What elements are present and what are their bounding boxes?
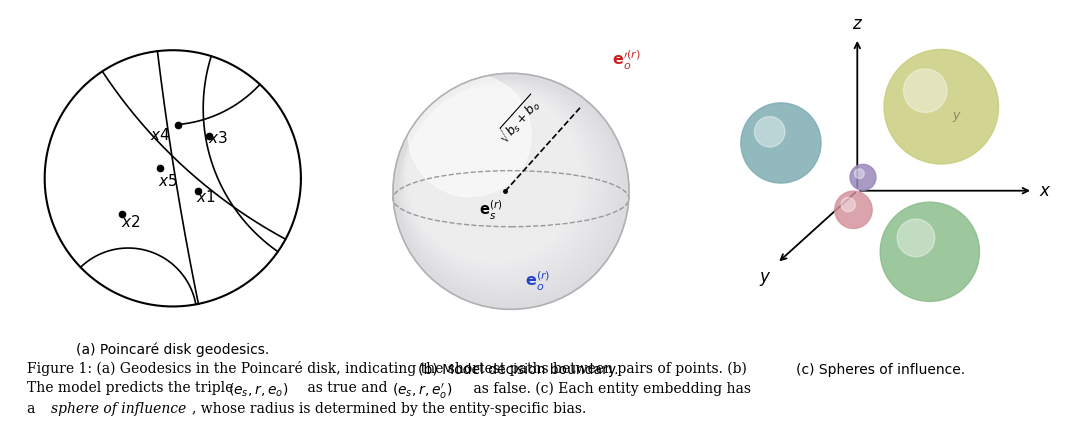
- Circle shape: [416, 99, 534, 216]
- Circle shape: [411, 94, 557, 240]
- Text: Figure 1: (a) Geodesics in the Poincaré disk, indicating the shortest paths betw: Figure 1: (a) Geodesics in the Poincaré …: [27, 360, 747, 375]
- Circle shape: [400, 81, 618, 298]
- Circle shape: [414, 97, 546, 230]
- Circle shape: [404, 85, 598, 280]
- Text: $y$: $y$: [951, 110, 961, 124]
- Circle shape: [741, 104, 821, 184]
- Circle shape: [897, 219, 935, 257]
- Circle shape: [400, 81, 620, 301]
- Circle shape: [406, 88, 585, 267]
- Circle shape: [403, 85, 602, 282]
- Text: The model predicts the triple: The model predicts the triple: [27, 380, 238, 394]
- Text: sphere of influence: sphere of influence: [51, 401, 186, 415]
- Text: $x2$: $x2$: [121, 213, 140, 229]
- Text: (c) Spheres of influence.: (c) Spheres of influence.: [796, 362, 964, 376]
- Circle shape: [415, 98, 539, 222]
- Text: $x$: $x$: [1039, 183, 1051, 200]
- Circle shape: [403, 84, 604, 285]
- Text: $x4$: $x4$: [150, 127, 170, 142]
- Text: $\mathbf{e}_o^{\prime(r)}$: $\mathbf{e}_o^{\prime(r)}$: [612, 49, 640, 72]
- Circle shape: [405, 87, 591, 272]
- Circle shape: [417, 101, 528, 211]
- Circle shape: [408, 75, 531, 197]
- Circle shape: [407, 89, 582, 264]
- Text: $\mathbf{e}_o^{(r)}$: $\mathbf{e}_o^{(r)}$: [525, 269, 551, 293]
- Text: $y$: $y$: [759, 269, 771, 287]
- Circle shape: [416, 99, 536, 219]
- Circle shape: [409, 92, 566, 248]
- Circle shape: [904, 70, 947, 113]
- Circle shape: [407, 89, 580, 261]
- Circle shape: [854, 170, 864, 179]
- Circle shape: [418, 101, 525, 208]
- Circle shape: [404, 86, 596, 277]
- Text: $\mathbf{e}_s^{(r)}$: $\mathbf{e}_s^{(r)}$: [478, 199, 502, 222]
- Circle shape: [401, 82, 615, 296]
- Circle shape: [415, 98, 541, 224]
- Circle shape: [418, 102, 522, 206]
- Text: $\sqrt{b_s+b_o}$: $\sqrt{b_s+b_o}$: [494, 92, 546, 147]
- Circle shape: [417, 100, 530, 213]
- Text: as true and: as true and: [303, 380, 392, 394]
- Circle shape: [411, 95, 555, 237]
- Circle shape: [402, 83, 609, 291]
- Circle shape: [399, 80, 623, 304]
- Circle shape: [408, 91, 573, 256]
- Circle shape: [413, 96, 550, 232]
- Circle shape: [885, 50, 999, 164]
- Circle shape: [410, 93, 563, 245]
- Circle shape: [410, 94, 561, 243]
- Text: $(e_s, r, e_o)$: $(e_s, r, e_o)$: [228, 380, 288, 398]
- Circle shape: [405, 86, 593, 275]
- Circle shape: [755, 117, 785, 148]
- Text: $x3$: $x3$: [207, 130, 228, 146]
- Circle shape: [414, 97, 544, 227]
- Text: as false. (c) Each entity embedding has: as false. (c) Each entity embedding has: [469, 380, 751, 395]
- Circle shape: [841, 198, 855, 212]
- Text: $x1$: $x1$: [197, 189, 216, 205]
- Circle shape: [413, 95, 552, 235]
- Text: , whose radius is determined by the entity-specific bias.: , whose radius is determined by the enti…: [192, 401, 586, 415]
- Text: a: a: [27, 401, 40, 415]
- Text: $z$: $z$: [852, 16, 863, 33]
- Text: (a) Poincaré disk geodesics.: (a) Poincaré disk geodesics.: [77, 342, 269, 356]
- Circle shape: [835, 192, 873, 229]
- Circle shape: [419, 102, 519, 203]
- Circle shape: [407, 90, 577, 259]
- Circle shape: [880, 203, 980, 302]
- Circle shape: [408, 91, 571, 253]
- Text: $x5$: $x5$: [158, 173, 177, 188]
- Text: $(e_s, r, e_o')$: $(e_s, r, e_o')$: [392, 380, 453, 400]
- Circle shape: [850, 165, 876, 191]
- Text: (b) Model decision boundary.: (b) Model decision boundary.: [418, 362, 619, 376]
- Circle shape: [419, 103, 516, 200]
- Circle shape: [393, 74, 629, 310]
- Circle shape: [406, 88, 588, 269]
- Circle shape: [401, 82, 612, 293]
- Circle shape: [402, 83, 607, 288]
- Circle shape: [409, 92, 568, 251]
